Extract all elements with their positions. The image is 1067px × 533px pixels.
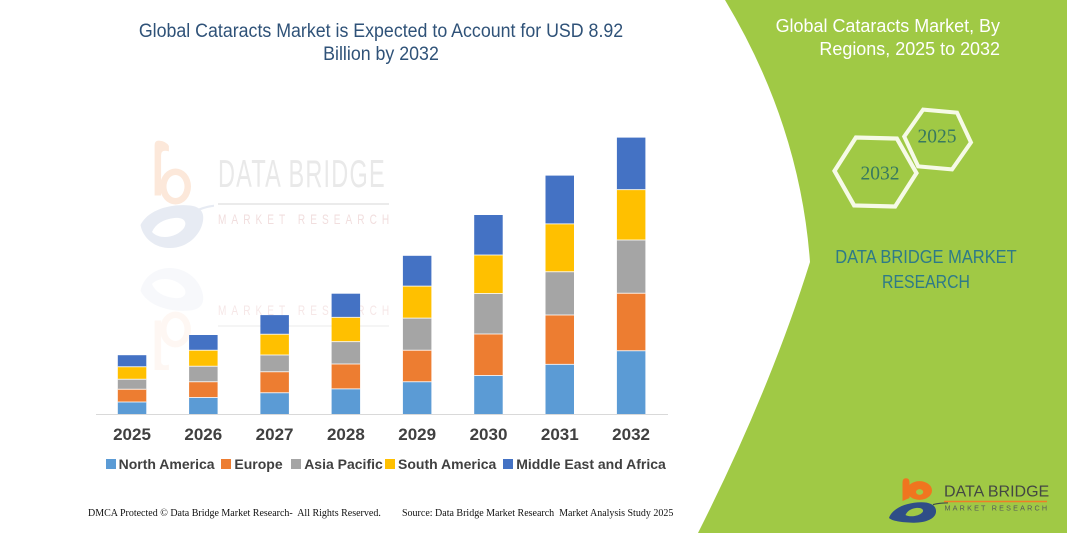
svg-text:2032: 2032 — [861, 164, 900, 185]
svg-text:DATA BRIDGE: DATA BRIDGE — [944, 484, 1049, 501]
svg-text:2025: 2025 — [918, 127, 957, 148]
svg-text:MARKET RESEARCH: MARKET RESEARCH — [945, 504, 1050, 513]
